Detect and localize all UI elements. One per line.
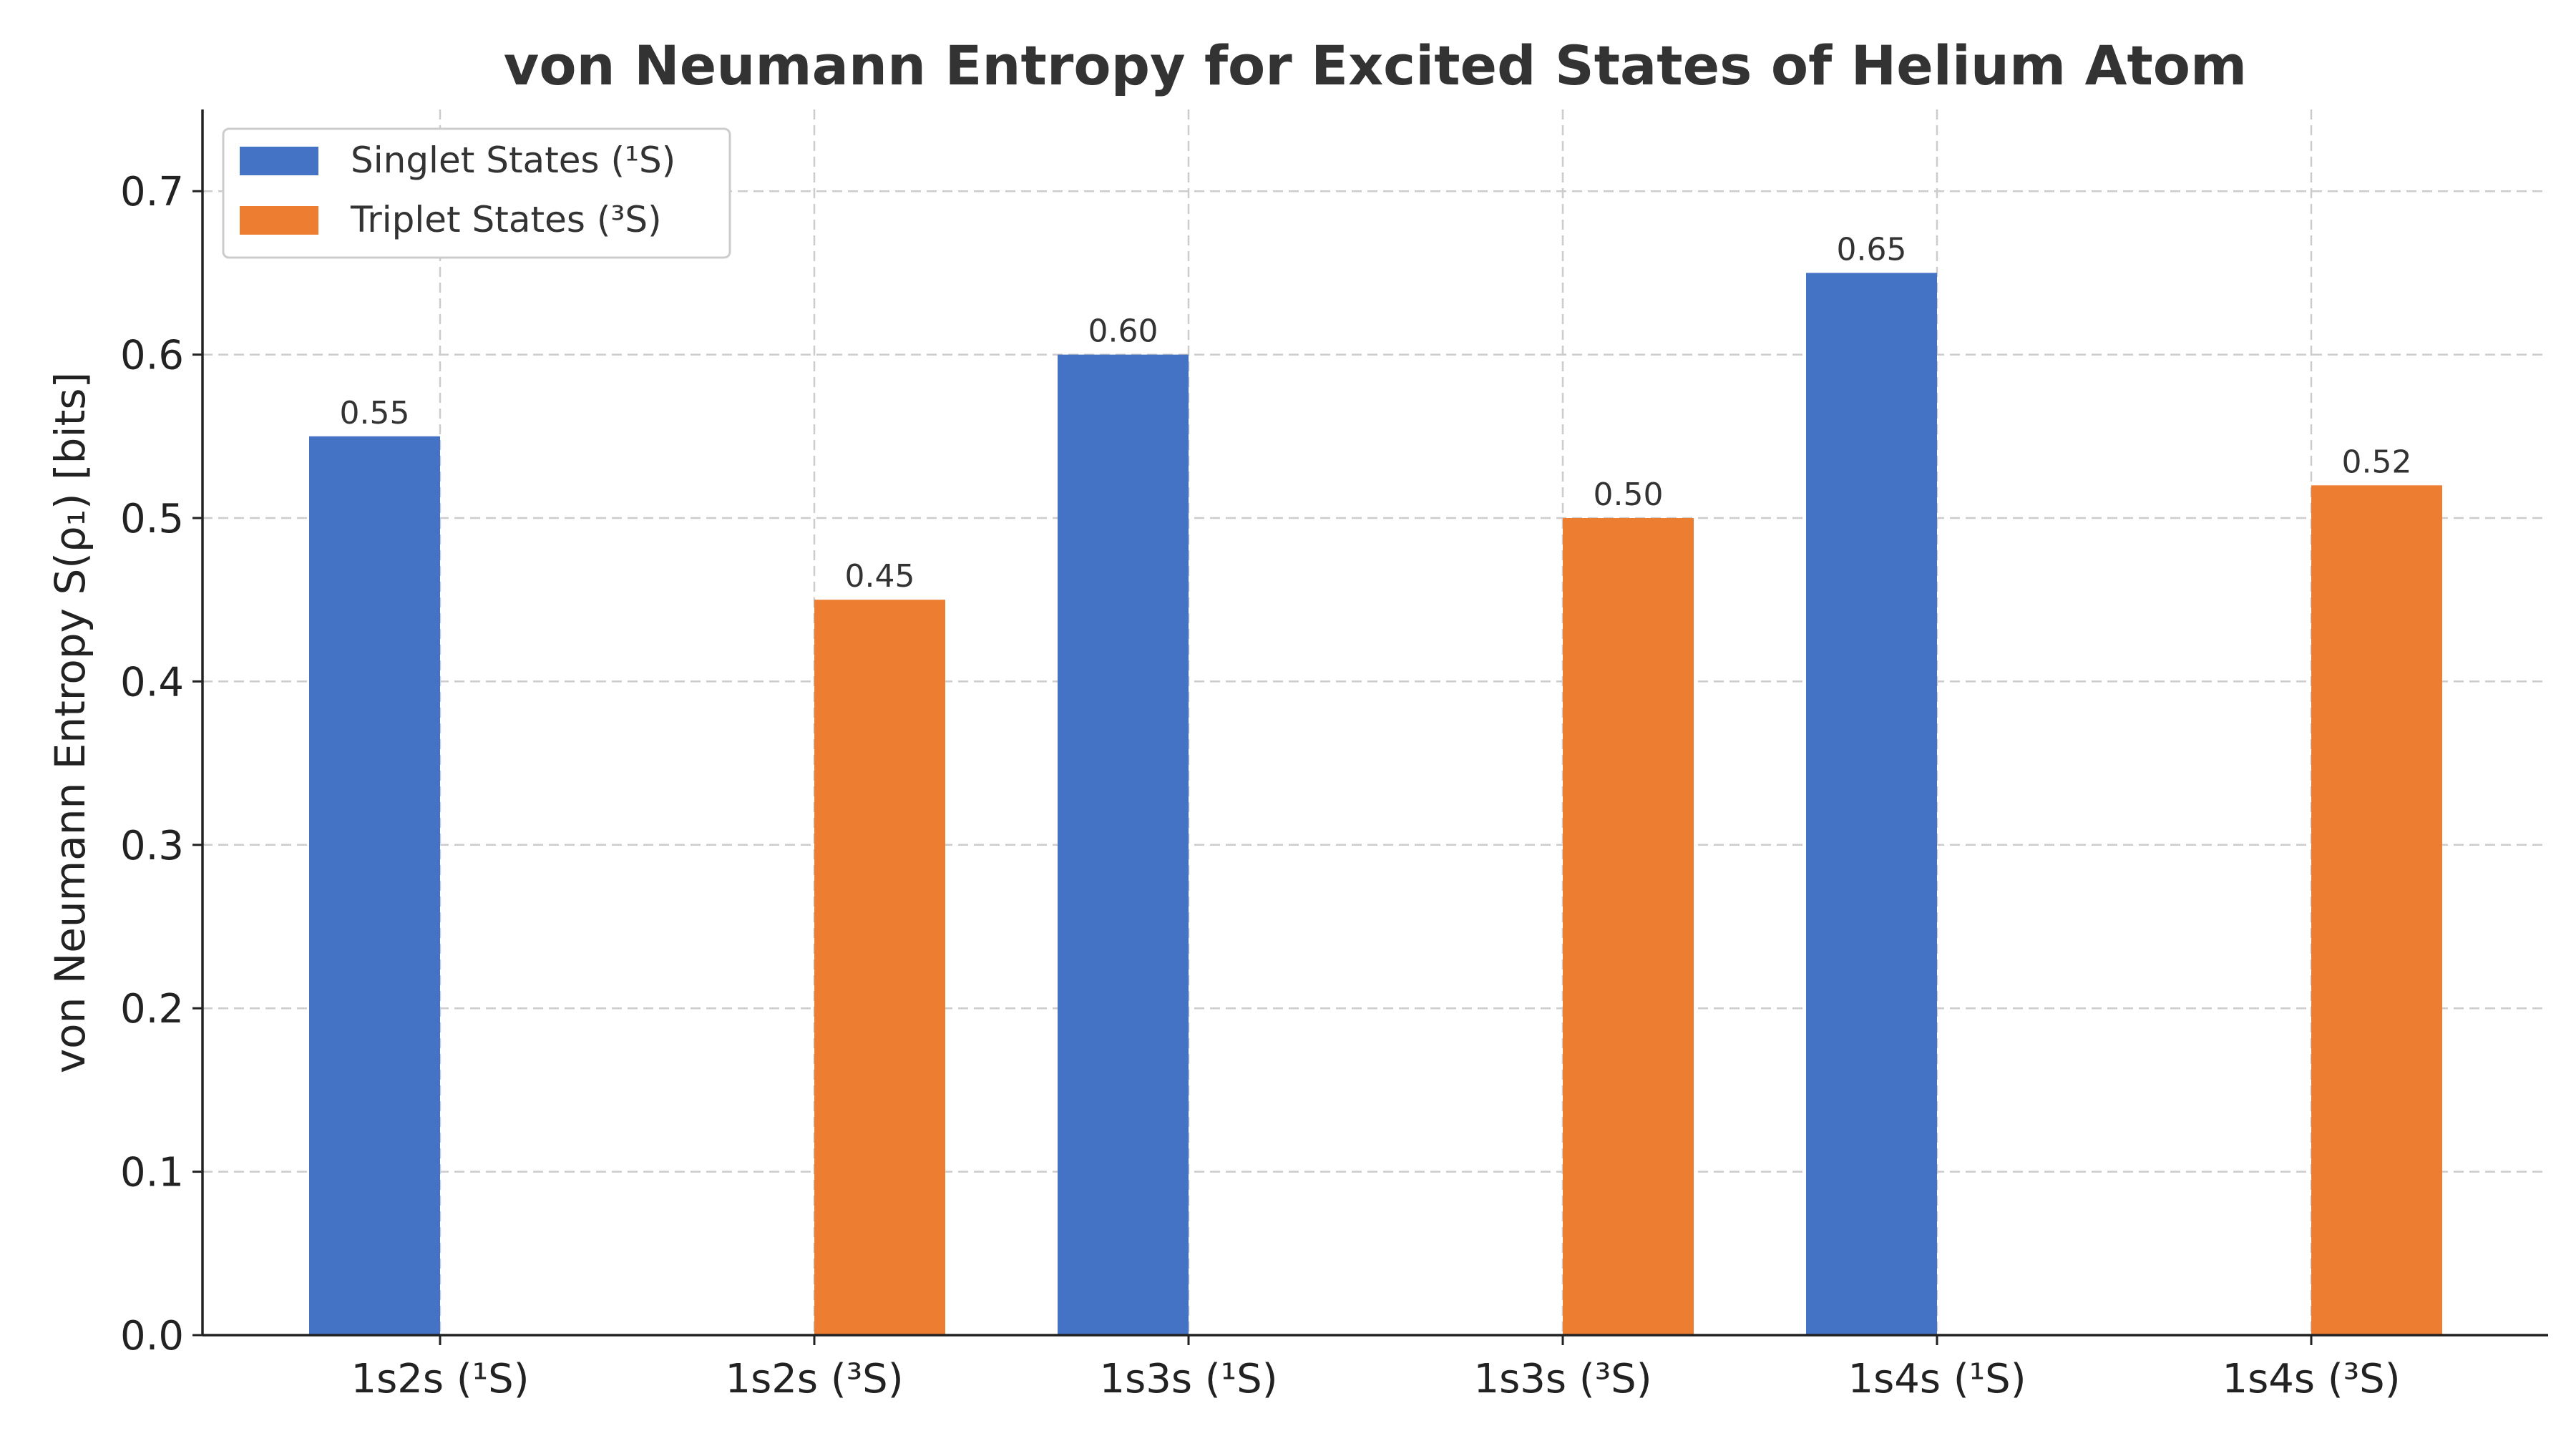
- x-tick-label: 1s4s (¹S): [1848, 1356, 2026, 1402]
- bar: [1058, 354, 1189, 1336]
- y-tick-label: 0.6: [120, 333, 184, 379]
- y-tick-label: 0.0: [120, 1313, 184, 1359]
- chart-title: von Neumann Entropy for Excited States o…: [504, 34, 2247, 97]
- bar: [1563, 518, 1694, 1335]
- legend-items: Singlet States (¹S) Triplet States (³S): [240, 140, 675, 240]
- bar-value-label: 0.45: [845, 558, 915, 595]
- y-axis-label: von Neumann Entropy S(ρ₁) [bits]: [46, 372, 94, 1073]
- bar-value-label: 0.65: [1837, 231, 1907, 268]
- x-tick-label: 1s2s (¹S): [351, 1356, 529, 1402]
- y-tick-label: 0.2: [120, 986, 184, 1032]
- bar: [1806, 273, 1937, 1335]
- y-tick-label: 0.1: [120, 1150, 184, 1196]
- y-tick-label: 0.4: [120, 659, 184, 705]
- grid-layer: [203, 109, 2548, 1335]
- y-tick-label: 0.3: [120, 823, 184, 869]
- y-tick-label: 0.7: [120, 169, 184, 215]
- y-tick-label: 0.5: [120, 496, 184, 542]
- bar: [309, 436, 440, 1335]
- legend-swatch: [240, 206, 318, 235]
- axis-layer: [201, 109, 2548, 1337]
- tick-layer: 0.0 0.1 0.2 0.3 0.4 0.5 0.6 0.7 1s2s (¹S) 1s2s (³…: [120, 169, 2401, 1402]
- bar-value-label: 0.52: [2342, 444, 2412, 480]
- bar: [2311, 485, 2442, 1335]
- value-label-layer: 0.55 0.60 0.65 0.45 0.50 0.52: [340, 231, 2412, 595]
- x-tick-label: 1s3s (³S): [1473, 1356, 1652, 1402]
- legend-swatch: [240, 147, 318, 175]
- x-tick-label: 1s3s (¹S): [1099, 1356, 1277, 1402]
- x-tick-label: 1s4s (³S): [2222, 1356, 2400, 1402]
- bar-value-label: 0.60: [1088, 313, 1158, 350]
- bar-value-label: 0.50: [1594, 477, 1664, 513]
- x-tick-label: 1s2s (³S): [725, 1356, 903, 1402]
- bar: [814, 600, 945, 1336]
- legend-box: [222, 127, 731, 259]
- legend-label: Triplet States (³S): [350, 199, 662, 240]
- bar-layer: [309, 273, 2442, 1336]
- legend: Singlet States (¹S) Triplet States (³S): [222, 127, 731, 259]
- legend-label: Singlet States (¹S): [351, 140, 675, 181]
- bar-value-label: 0.55: [340, 395, 410, 431]
